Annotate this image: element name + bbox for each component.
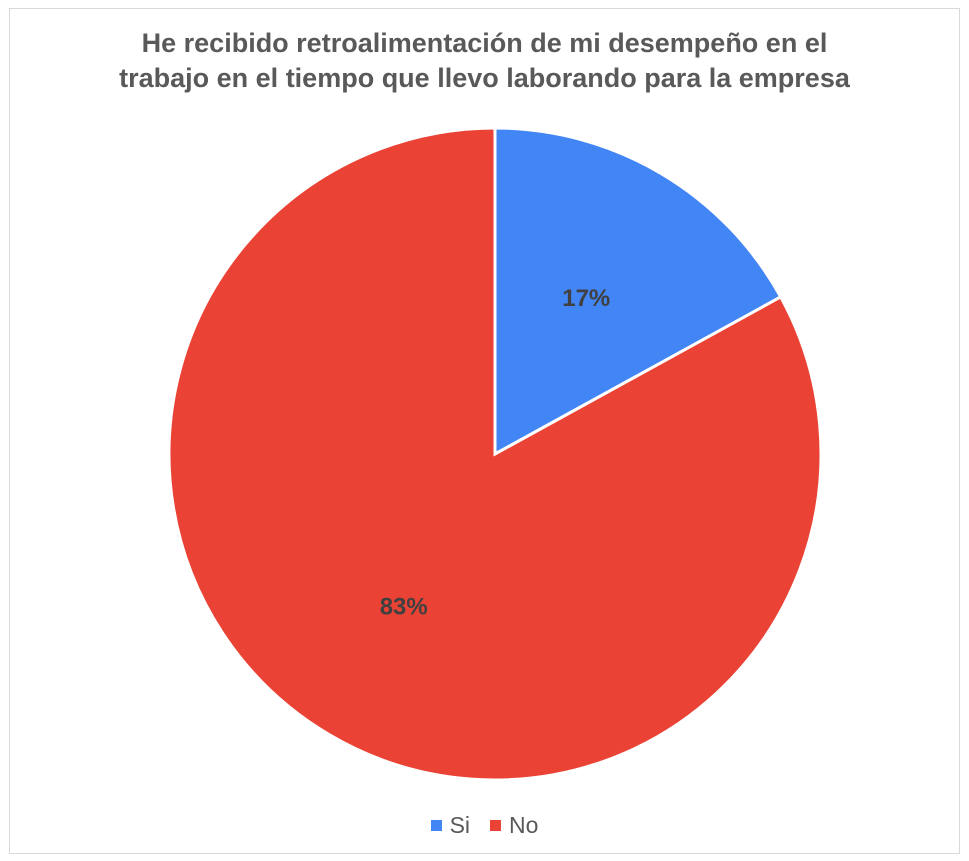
legend-label-si: Si xyxy=(449,812,471,838)
legend-swatch-no xyxy=(490,820,502,831)
data-label-no: 83% xyxy=(380,594,428,621)
pie-slice-si xyxy=(493,126,783,457)
legend-swatch-si xyxy=(430,820,442,831)
legend-item-no: No xyxy=(490,812,538,839)
data-label-si: 17% xyxy=(562,285,610,312)
legend-item-si: Si xyxy=(430,812,471,839)
pie-slice-no xyxy=(167,126,823,782)
chart-title-line-1: He recibido retroalimentación de mi dese… xyxy=(141,28,828,58)
chart-title-line-2: trabajo en el tiempo que llevo laborando… xyxy=(119,63,850,93)
legend-label-no: No xyxy=(509,812,539,838)
legend: Si No xyxy=(0,812,969,839)
chart-title: He recibido retroalimentación de mi dese… xyxy=(0,26,969,96)
